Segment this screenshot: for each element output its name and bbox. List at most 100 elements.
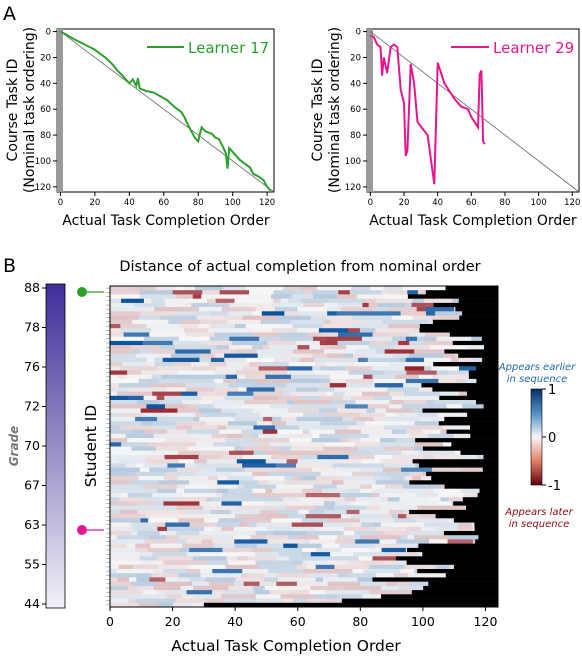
heatmap-cell — [359, 412, 386, 418]
heatmap-cell — [422, 395, 440, 401]
heatmap-cell — [402, 484, 441, 490]
heatmap-cell — [243, 581, 260, 587]
heatmap-cell — [392, 353, 410, 359]
heatmap-cell — [291, 357, 301, 363]
heatmap-cell — [253, 395, 279, 401]
heatmap-cell — [373, 416, 385, 422]
heatmap-cell — [199, 307, 223, 312]
heatmap-cell — [246, 497, 284, 502]
heatmap-cell — [242, 366, 260, 371]
heatmap-cell — [327, 518, 361, 523]
heatmap-cell — [252, 471, 270, 477]
heatmap-cell — [385, 471, 411, 477]
heatmap-cell — [313, 336, 328, 342]
heatmap-cell — [167, 429, 188, 435]
heatmap-cell — [110, 471, 136, 477]
heatmap-cell — [110, 340, 144, 346]
heatmap-cell — [351, 450, 372, 456]
heatmap-cell — [206, 298, 217, 304]
heatmap-cell — [406, 514, 422, 519]
heatmap-cell-empty — [474, 526, 498, 532]
heatmap-cell — [148, 518, 179, 523]
heatmap-cell — [332, 391, 346, 397]
heatmap-cell-empty — [481, 336, 498, 342]
heatmap-cell — [286, 400, 295, 405]
plot1-xtick-label: 40 — [124, 198, 135, 208]
heatmap-cell — [343, 480, 366, 485]
heatmap-cell — [322, 324, 353, 329]
heatmap-cell — [395, 560, 408, 566]
heatmap-cell — [321, 569, 354, 574]
heatmap-cell — [176, 531, 200, 536]
heatmap-cell — [316, 476, 344, 481]
heatmap-cell — [298, 535, 320, 540]
heatmap-cell — [286, 370, 316, 376]
heatmap-cell-empty — [435, 514, 498, 519]
heatmap-cell — [262, 429, 278, 435]
heatmap-cell — [132, 349, 141, 354]
heatmap-cell — [202, 286, 224, 291]
heatmap-cell — [110, 560, 142, 566]
heatmap-cell — [471, 522, 475, 528]
heatmap-cell — [198, 345, 218, 350]
heatmap-cell — [110, 480, 130, 485]
heatmap-cell — [452, 298, 460, 304]
heatmap-cell — [406, 370, 438, 376]
heatmap-cell — [454, 307, 456, 312]
heatmap-cell — [314, 357, 341, 363]
heatmap-cell — [358, 446, 385, 452]
grade-tick-label: 55 — [24, 557, 40, 572]
heatmap-cell — [178, 535, 216, 540]
heatmap-cell — [405, 336, 418, 342]
heatmap-cell — [343, 531, 355, 536]
heatmap-cell — [375, 349, 386, 354]
heatmap-cell — [122, 362, 145, 367]
heatmap-cell — [110, 404, 147, 409]
heatmap-cell — [165, 471, 175, 477]
heatmap-cell — [409, 353, 444, 359]
heatmap-cell — [390, 476, 406, 481]
heatmap-cell — [110, 391, 118, 397]
heatmap-cell — [309, 539, 336, 544]
heatmap-cell — [366, 505, 381, 511]
heatmap-cell — [288, 298, 302, 304]
heatmap-cell — [148, 378, 159, 384]
heatmap-cell — [334, 429, 362, 435]
heatmap-cell — [361, 522, 375, 528]
heatmap-cell — [440, 400, 475, 405]
heatmap-cell — [428, 319, 434, 325]
heatmap-cell — [152, 391, 183, 397]
heatmap-cell — [325, 362, 337, 367]
heatmap-cell — [194, 433, 213, 439]
heatmap-cell — [324, 349, 356, 354]
heatmap-cell — [155, 501, 164, 506]
heatmap-cell — [384, 315, 393, 321]
heatmap-cell — [398, 585, 424, 591]
heatmap-cell — [290, 378, 321, 384]
heatmap-cell — [233, 581, 245, 587]
heatmap-cell — [312, 467, 343, 473]
heatmap-cell — [226, 556, 238, 561]
heatmap-cell — [131, 488, 158, 494]
grade-tick-label: 44 — [24, 596, 40, 611]
heatmap-cell — [190, 366, 217, 371]
heatmap-cell — [396, 412, 418, 418]
heatmap-cell — [199, 531, 220, 536]
heatmap-cell — [354, 362, 391, 367]
heatmap-cell — [259, 412, 288, 418]
heatmap-cell — [334, 564, 370, 570]
heatmap-cell — [226, 425, 254, 430]
heatmap-cell-empty — [445, 286, 498, 291]
heatmap-cell — [110, 514, 135, 519]
heatmap-cell — [199, 450, 230, 456]
heatmap-cell — [326, 336, 363, 342]
heatmap-cell — [383, 416, 421, 422]
colorbar-top-label-line2: in sequence — [507, 374, 567, 385]
heatmap-cell — [369, 590, 407, 595]
plot1-ylabel-line2: (Nominal task ordering) — [22, 27, 38, 193]
heatmap-cell — [472, 539, 476, 544]
heatmap-cell — [435, 564, 451, 570]
heatmap-cell — [265, 501, 288, 506]
grade-tick-label: 88 — [24, 280, 40, 295]
heatmap-cell-empty — [474, 522, 498, 528]
